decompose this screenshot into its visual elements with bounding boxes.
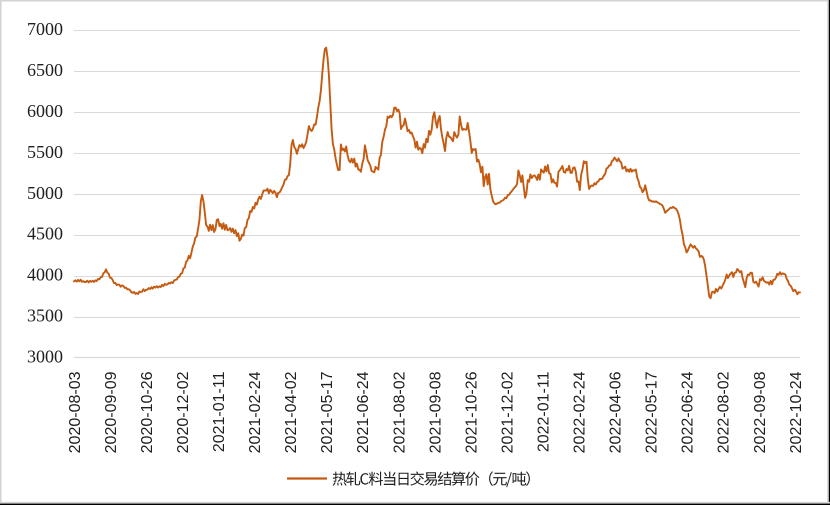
svg-text:2020-09-09: 2020-09-09 [103,371,120,453]
svg-text:2022-04-06: 2022-04-06 [608,371,625,453]
svg-text:2020-12-02: 2020-12-02 [175,371,192,453]
svg-text:3000: 3000 [27,347,63,367]
svg-text:2020-10-26: 2020-10-26 [139,371,156,453]
svg-text:2021-01-11: 2021-01-11 [211,371,228,452]
svg-text:3500: 3500 [27,306,63,326]
svg-text:2022-02-24: 2022-02-24 [572,371,589,453]
svg-text:4500: 4500 [27,224,63,244]
svg-text:5000: 5000 [27,183,63,203]
svg-text:2021-12-02: 2021-12-02 [499,371,516,453]
svg-text:2021-10-26: 2021-10-26 [463,371,480,453]
svg-text:6500: 6500 [27,60,63,80]
svg-text:2022-10-24: 2022-10-24 [788,371,805,453]
svg-text:2020-08-03: 2020-08-03 [67,371,84,453]
svg-text:6000: 6000 [27,101,63,121]
svg-text:2021-06-24: 2021-06-24 [355,371,372,453]
svg-text:2021-05-17: 2021-05-17 [319,371,336,453]
svg-text:2021-09-08: 2021-09-08 [427,371,444,453]
svg-text:7000: 7000 [27,19,63,39]
svg-text:5500: 5500 [27,142,63,162]
svg-text:2022-08-02: 2022-08-02 [716,371,733,453]
svg-text:2022-06-24: 2022-06-24 [680,371,697,453]
svg-text:4000: 4000 [27,265,63,285]
svg-text:2022-09-08: 2022-09-08 [752,371,769,453]
svg-text:2022-01-11: 2022-01-11 [535,371,552,452]
svg-text:2021-04-02: 2021-04-02 [283,371,300,453]
svg-text:2022-05-17: 2022-05-17 [644,371,661,453]
svg-text:2021-08-02: 2021-08-02 [391,371,408,453]
svg-text:2021-02-24: 2021-02-24 [247,371,264,453]
